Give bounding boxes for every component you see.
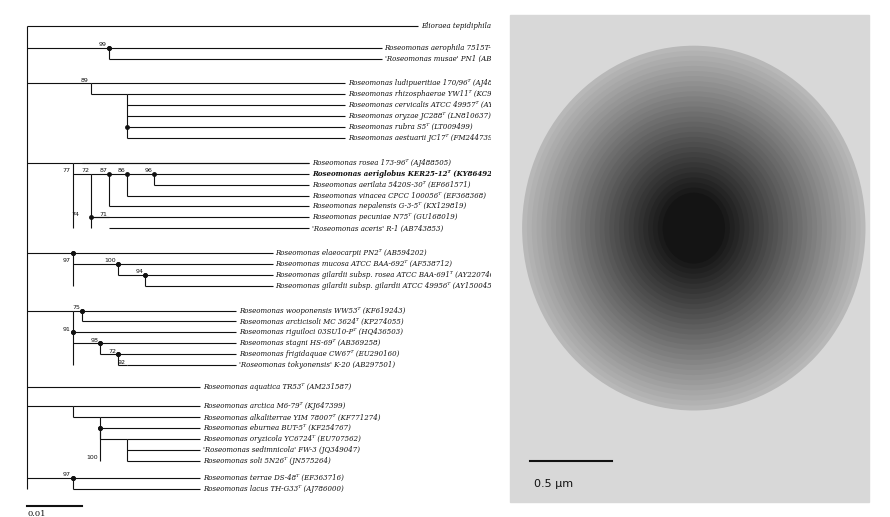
- Ellipse shape: [604, 132, 783, 324]
- Text: 89: 89: [81, 78, 89, 83]
- Text: 'Roseomonas sedimnicola' FW-3 (JQ349047): 'Roseomonas sedimnicola' FW-3 (JQ349047): [203, 446, 360, 454]
- Ellipse shape: [570, 96, 817, 360]
- Text: Roseomonas stagni HS-69ᵀ (AB369258): Roseomonas stagni HS-69ᵀ (AB369258): [239, 339, 380, 347]
- Text: Roseomonas pecuniae N75ᵀ (GU168019): Roseomonas pecuniae N75ᵀ (GU168019): [312, 214, 457, 221]
- Ellipse shape: [648, 177, 740, 279]
- Ellipse shape: [537, 61, 851, 396]
- Text: 77: 77: [62, 168, 70, 173]
- Text: Roseomonas lacus TH-G33ᵀ (AJ786000): Roseomonas lacus TH-G33ᵀ (AJ786000): [203, 484, 344, 493]
- Text: 'Roseomonas tokyonensis' K-20 (AB297501): 'Roseomonas tokyonensis' K-20 (AB297501): [239, 361, 395, 369]
- Ellipse shape: [527, 51, 861, 405]
- Ellipse shape: [561, 86, 827, 370]
- Text: Roseomonas aerilata 5420S-30ᵀ (EF661571): Roseomonas aerilata 5420S-30ᵀ (EF661571): [312, 180, 470, 189]
- Text: Elioraea tepidiphila TU-7ᵀ (EF519867): Elioraea tepidiphila TU-7ᵀ (EF519867): [421, 22, 558, 29]
- Text: 0.01: 0.01: [27, 510, 45, 517]
- Text: Roseomonas arcticisoli MC 3624ᵀ (KP274055): Roseomonas arcticisoli MC 3624ᵀ (KP27405…: [239, 317, 403, 326]
- Text: 74: 74: [72, 212, 80, 217]
- Ellipse shape: [628, 157, 759, 299]
- Ellipse shape: [638, 168, 749, 289]
- Text: Roseomonas wooponensis WW53ᵀ (KF619243): Roseomonas wooponensis WW53ᵀ (KF619243): [239, 307, 405, 314]
- Ellipse shape: [546, 71, 841, 385]
- Text: Roseomonas oryzae JC288ᵀ (LN810637): Roseomonas oryzae JC288ᵀ (LN810637): [348, 112, 491, 120]
- Ellipse shape: [624, 152, 764, 304]
- Text: 100: 100: [86, 455, 98, 461]
- Text: 75: 75: [72, 305, 80, 310]
- Text: Roseomonas eburnea BUT-5ᵀ (KF254767): Roseomonas eburnea BUT-5ᵀ (KF254767): [203, 424, 351, 432]
- Ellipse shape: [658, 188, 730, 269]
- Text: 91: 91: [63, 327, 70, 332]
- Ellipse shape: [522, 45, 865, 410]
- Ellipse shape: [541, 66, 846, 390]
- Text: 94: 94: [135, 269, 143, 274]
- Text: 97: 97: [62, 258, 70, 263]
- Ellipse shape: [653, 183, 735, 273]
- Text: Roseomonas rubra S5ᵀ (LT009499): Roseomonas rubra S5ᵀ (LT009499): [348, 123, 473, 131]
- Text: 'Roseomonas aceris' R-1 (AB743853): 'Roseomonas aceris' R-1 (AB743853): [312, 224, 443, 232]
- Ellipse shape: [662, 193, 725, 264]
- Ellipse shape: [585, 112, 803, 345]
- Text: Roseomonas cervicalis ATCC 49957ᵀ (AY150047): Roseomonas cervicalis ATCC 49957ᵀ (AY150…: [348, 101, 522, 109]
- Text: Roseomonas frigidaquae CW67ᵀ (EU290160): Roseomonas frigidaquae CW67ᵀ (EU290160): [239, 351, 400, 358]
- Text: 98: 98: [90, 338, 98, 343]
- Ellipse shape: [590, 117, 797, 340]
- Text: Roseomonas aquatica TR53ᵀ (AM231587): Roseomonas aquatica TR53ᵀ (AM231587): [203, 383, 351, 391]
- Text: Roseomonas mucosa ATCC BAA-692ᵀ (AF538712): Roseomonas mucosa ATCC BAA-692ᵀ (AF53871…: [275, 260, 452, 268]
- Text: 71: 71: [100, 212, 107, 217]
- Text: Roseomonas aerophila 7515T-07ᵀ (JX275860): Roseomonas aerophila 7515T-07ᵀ (JX275860…: [384, 43, 546, 52]
- Text: 72: 72: [81, 168, 89, 173]
- Text: Roseomonas nepalensis G-3-5ᵀ (KX129819): Roseomonas nepalensis G-3-5ᵀ (KX129819): [312, 203, 466, 210]
- Text: 100: 100: [105, 258, 117, 263]
- Ellipse shape: [532, 56, 856, 400]
- Ellipse shape: [566, 92, 821, 365]
- Text: Roseomonas riguiloci 03SU10-Pᵀ (HQ436503): Roseomonas riguiloci 03SU10-Pᵀ (HQ436503…: [239, 328, 403, 337]
- Text: Roseomonas rosea 173-96ᵀ (AJ488505): Roseomonas rosea 173-96ᵀ (AJ488505): [312, 159, 450, 166]
- Text: 96: 96: [145, 168, 152, 173]
- Ellipse shape: [556, 81, 831, 375]
- Text: Roseomonas elaeocarpii PN2ᵀ (AB594202): Roseomonas elaeocarpii PN2ᵀ (AB594202): [275, 249, 427, 257]
- Text: Roseomonas aestuarii JC17ᵀ (FM244739): Roseomonas aestuarii JC17ᵀ (FM244739): [348, 134, 496, 142]
- Text: 92: 92: [117, 360, 125, 364]
- Ellipse shape: [643, 172, 744, 284]
- Text: 86: 86: [117, 168, 125, 173]
- Ellipse shape: [634, 162, 754, 294]
- Text: 87: 87: [100, 168, 107, 173]
- Text: Roseomonas rhizosphaerae YW11ᵀ (KC904962): Roseomonas rhizosphaerae YW11ᵀ (KC904962…: [348, 90, 517, 98]
- Text: Roseomonas terrae DS-48ᵀ (EF363716): Roseomonas terrae DS-48ᵀ (EF363716): [203, 474, 344, 482]
- Text: 72: 72: [109, 348, 117, 354]
- Text: Roseomonas ludipueritiae 170/96ᵀ (AJ488504): Roseomonas ludipueritiae 170/96ᵀ (AJ4885…: [348, 79, 514, 87]
- Ellipse shape: [576, 101, 813, 355]
- Text: Roseomonas alkaliterrae YIM 78007ᵀ (KF771274): Roseomonas alkaliterrae YIM 78007ᵀ (KF77…: [203, 414, 380, 421]
- Text: 97: 97: [62, 472, 70, 477]
- Text: Roseomonas gilardii subsp. gilardii ATCC 49956ᵀ (AY150045): Roseomonas gilardii subsp. gilardii ATCC…: [275, 282, 495, 290]
- Text: Roseomonas vinacea CPCC 100056ᵀ (EF368368): Roseomonas vinacea CPCC 100056ᵀ (EF36836…: [312, 191, 486, 200]
- Ellipse shape: [551, 76, 837, 380]
- Text: 99: 99: [99, 42, 107, 47]
- Text: 0.5 μm: 0.5 μm: [534, 479, 573, 489]
- Ellipse shape: [595, 121, 793, 334]
- Text: Roseomonas arctica M6-79ᵀ (KJ647399): Roseomonas arctica M6-79ᵀ (KJ647399): [203, 402, 345, 410]
- Text: Roseomonas soli 5N26ᵀ (JN575264): Roseomonas soli 5N26ᵀ (JN575264): [203, 457, 330, 465]
- Text: 'Roseomonas musae' PN1 (AB594201): 'Roseomonas musae' PN1 (AB594201): [384, 55, 521, 63]
- Ellipse shape: [580, 107, 807, 349]
- Text: Roseomonas oryzicola YC6724ᵀ (EU707562): Roseomonas oryzicola YC6724ᵀ (EU707562): [203, 435, 360, 443]
- Ellipse shape: [614, 142, 773, 314]
- Text: Roseomonas gilardii subsp. rosea ATCC BAA-691ᵀ (AY220740): Roseomonas gilardii subsp. rosea ATCC BA…: [275, 271, 498, 279]
- Text: Roseomonas aeriglobus KER25-12ᵀ (KY864922): Roseomonas aeriglobus KER25-12ᵀ (KY86492…: [312, 170, 500, 178]
- Ellipse shape: [619, 147, 769, 309]
- Ellipse shape: [610, 137, 778, 320]
- Ellipse shape: [600, 127, 788, 329]
